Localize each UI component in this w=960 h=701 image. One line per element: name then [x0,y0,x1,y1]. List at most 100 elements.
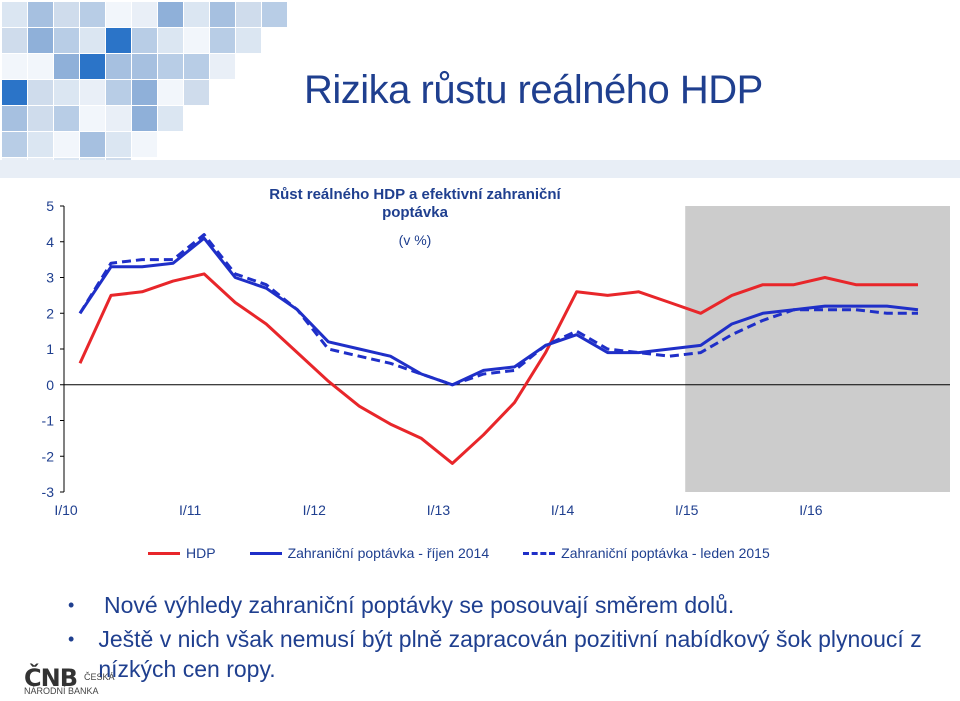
mosaic-tile [210,28,235,53]
series-line-2 [78,233,918,387]
y-tick-label: -2 [42,448,55,464]
header-mosaic [0,0,960,178]
mosaic-tile [158,28,183,53]
chart-legend: HDP Zahraniční poptávka - říjen 2014 Zah… [148,543,804,563]
y-tick-label: 0 [46,377,54,393]
y-tick-label: -1 [42,413,55,429]
mosaic-tile [158,2,183,27]
mosaic-tile [28,28,53,53]
bullet-list: • Nové výhledy zahraniční poptávky se po… [68,590,948,688]
mosaic-tile [132,80,157,105]
mosaic-tile [80,132,105,157]
x-tick-label: I/11 [179,502,202,518]
mosaic-tile [210,54,235,79]
mosaic-tile [106,80,131,105]
mosaic-tile [210,2,235,27]
mosaic-tile [106,28,131,53]
chart-subtitle: (v %) [398,232,432,248]
x-tick-label: I/13 [427,502,451,518]
x-tick-label: I/10 [54,502,78,518]
logo-line1: ČESKÁ [84,672,115,682]
bullet-text: Nové výhledy zahraniční poptávky se poso… [104,592,735,618]
header-band: Rizika růstu reálného HDP [0,0,960,178]
mosaic-tile [80,2,105,27]
y-tick-label: 5 [46,198,54,214]
legend-swatch-oct2014 [249,551,282,555]
mosaic-tile [80,106,105,131]
mosaic-tile [262,2,287,27]
mosaic-tile [2,54,27,79]
x-tick-label: I/16 [799,502,823,518]
legend-swatch-hdp [148,551,180,555]
mosaic-tile [158,80,183,105]
bullet-dot-icon: • [68,629,75,649]
mosaic-tile [132,132,157,157]
y-tick-label: 2 [46,305,54,321]
mosaic-tile [132,2,157,27]
mosaic-tile [132,54,157,79]
y-tick-label: 4 [46,234,54,250]
bullet-dot-icon: • [68,595,75,615]
x-tick-label: I/12 [303,502,327,518]
mosaic-tile [2,132,27,157]
mosaic-tile [2,80,27,105]
mosaic-tile [132,106,157,131]
mosaic-tile [54,106,79,131]
slide-title: Rizika růstu reálného HDP [304,68,763,112]
legend-swatch-jan2015 [523,551,556,555]
chart-area: 5 4 3 2 1 0 -1 -2 -3 I/10 I/11 I/12 I/13 I/14 I/15 I/16… [0,178,960,588]
legend-label-hdp: HDP [186,545,216,561]
header-underline-band [0,160,960,178]
mosaic-tile [28,54,53,79]
y-tick-label: -3 [42,484,55,500]
mosaic-tile [2,2,27,27]
mosaic-tile [184,54,209,79]
mosaic-tile [2,28,27,53]
mosaic-tile [106,54,131,79]
mosaic-tile [28,80,53,105]
legend-item-oct2014: Zahraniční poptávka - říjen 2014 [249,545,490,561]
chart-title: Růst reálného HDP a efektivní zahraniční… [269,186,561,221]
mosaic-tile [184,80,209,105]
y-tick-label: 3 [46,270,54,286]
mosaic-tile [106,106,131,131]
mosaic-tile [54,80,79,105]
legend-item-hdp: HDP [148,545,216,561]
legend-item-jan2015: Zahraniční poptávka - leden 2015 [523,545,770,561]
legend-label-jan2015: Zahraniční poptávka - leden 2015 [561,545,770,561]
mosaic-tile [28,106,53,131]
bullet-item: • Ještě v nich však nemusí být plně zapr… [68,624,948,684]
legend-label-oct2014: Zahraniční poptávka - říjen 2014 [287,545,490,561]
forecast-shade [685,206,950,492]
x-tick-label: I/14 [551,502,575,518]
mosaic-tile [54,28,79,53]
mosaic-tile [158,106,183,131]
bullet-item: • Nové výhledy zahraniční poptávky se po… [68,590,948,620]
mosaic-tile [80,28,105,53]
mosaic-tile [80,80,105,105]
mosaic-tile [106,2,131,27]
logo-mark: ČNB [24,664,78,692]
series-line-0 [78,272,918,465]
y-tick-label: 1 [46,341,54,357]
mosaic-tile [184,28,209,53]
line-chart: 5 4 3 2 1 0 -1 -2 -3 I/10 I/11 I/12 I/13 I/14 I/15 I/16 [42,198,950,518]
mosaic-tile [28,2,53,27]
mosaic-tile [184,2,209,27]
mosaic-tile [28,132,53,157]
bullet-text: Ještě v nich však nemusí být plně zaprac… [98,626,922,682]
mosaic-tile [106,132,131,157]
mosaic-tile [132,28,157,53]
mosaic-tile [54,54,79,79]
mosaic-tile [158,54,183,79]
series-line-1 [78,236,919,387]
mosaic-tile [236,2,261,27]
mosaic-tile [2,106,27,131]
mosaic-tile [54,2,79,27]
cnb-logo: ČNB ČESKÁ NÁRODNÍ BANKA [24,664,115,696]
x-tick-label: I/15 [675,502,699,518]
mosaic-tile [54,132,79,157]
mosaic-tile [236,28,261,53]
logo-line2: NÁRODNÍ BANKA [24,686,99,696]
mosaic-tile [80,54,105,79]
